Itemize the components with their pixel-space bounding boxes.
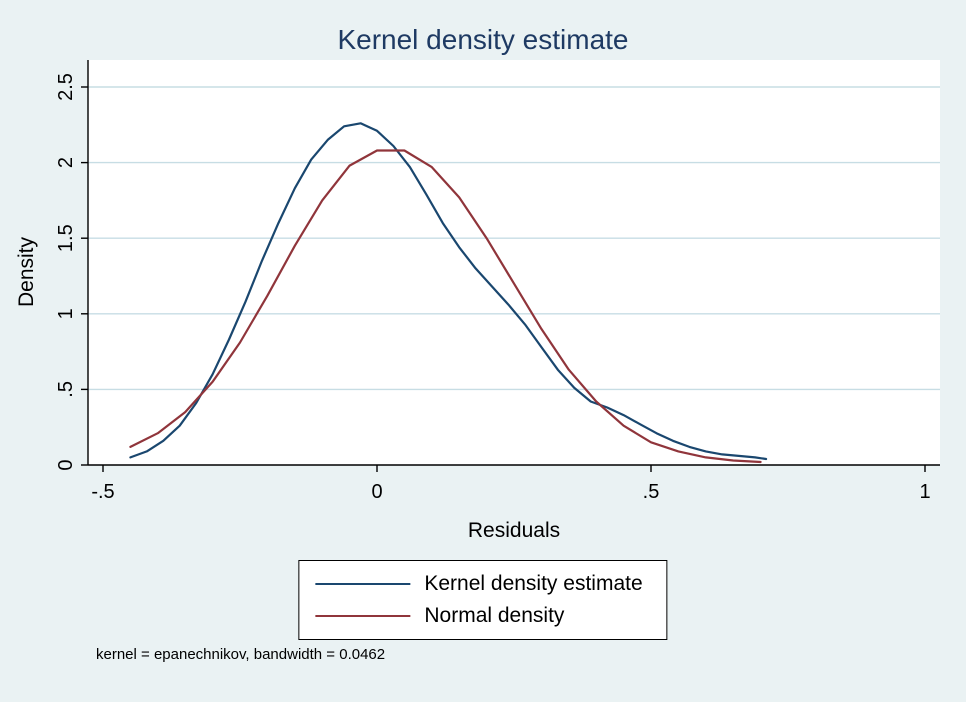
normal-density-line (129, 149, 762, 464)
legend-entry-normal: Normal density (315, 604, 642, 628)
legend-label-normal: Normal density (424, 604, 565, 627)
x-axis-title: Residuals (468, 519, 560, 542)
x-tick-label: -.5 (91, 481, 114, 503)
kernel-bandwidth-note: kernel = epanechnikov, bandwidth = 0.046… (96, 646, 386, 663)
x-tick-label: 0 (371, 481, 382, 503)
x-tick-label: .5 (643, 481, 660, 503)
legend-label-kernel: Kernel density estimate (424, 572, 643, 595)
y-tick-label: 2.5 (55, 73, 77, 101)
kernel-line-sample (315, 583, 411, 585)
x-tick-label: 1 (919, 481, 930, 503)
y-tick-label: 1.5 (55, 224, 77, 252)
chart-title: Kernel density estimate (337, 24, 629, 55)
plot-area: -.5 0 .5 1 0 .5 1 1.5 2 2.5 Residuals Density (15, 60, 940, 542)
y-tick-label: 0 (55, 459, 77, 470)
plot-background (88, 60, 940, 465)
y-tick-label: .5 (55, 381, 77, 398)
normal-line-sample (315, 615, 411, 617)
y-tick-label: 1 (55, 308, 77, 319)
y-tick-label: 2 (55, 157, 77, 168)
legend: Kernel density estimate Normal density (298, 560, 668, 640)
kernel-density-line (129, 122, 768, 461)
legend-entry-kernel: Kernel density estimate (315, 572, 643, 596)
y-axis-title: Density (15, 236, 38, 307)
